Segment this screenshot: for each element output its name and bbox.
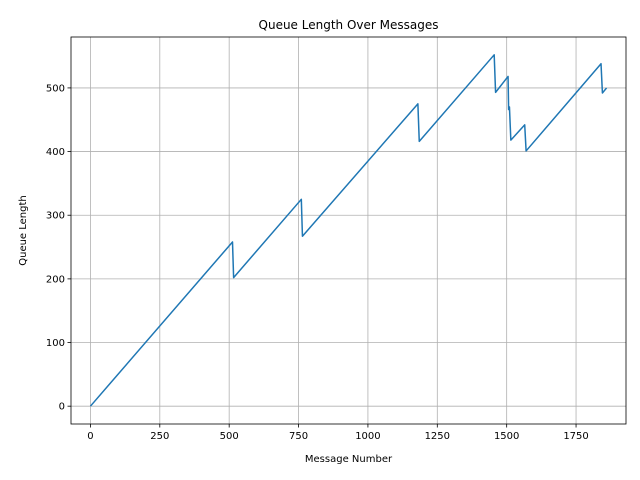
y-tick-label: 300 [46, 211, 65, 222]
series-line [89, 54, 608, 407]
grid-lines [71, 37, 626, 424]
x-tick-label: 1750 [563, 431, 588, 442]
plot-frame [70, 36, 627, 425]
y-tick-label: 500 [46, 83, 65, 94]
chart-title: Queue Length Over Messages [259, 18, 439, 32]
x-tick-label: 1500 [494, 431, 519, 442]
tick-group: 0 250 500 750 1000 1250 1500 1750 0 100 200 300 400 5… [46, 83, 589, 442]
x-tick-label: 500 [220, 431, 239, 442]
x-tick-label: 1250 [425, 431, 450, 442]
x-tick-label: 1000 [355, 431, 380, 442]
y-axis-label: Queue Length [18, 195, 29, 266]
y-tick-label: 200 [46, 274, 65, 285]
y-tick-label: 400 [46, 147, 65, 158]
y-tick-label: 100 [46, 338, 65, 349]
series-group [89, 54, 608, 407]
x-tick-label: 250 [150, 431, 169, 442]
x-axis-label: Message Number [305, 454, 393, 465]
x-tick-label: 0 [87, 431, 93, 442]
x-tick-label: 750 [289, 431, 308, 442]
y-tick-label: 0 [59, 402, 65, 413]
